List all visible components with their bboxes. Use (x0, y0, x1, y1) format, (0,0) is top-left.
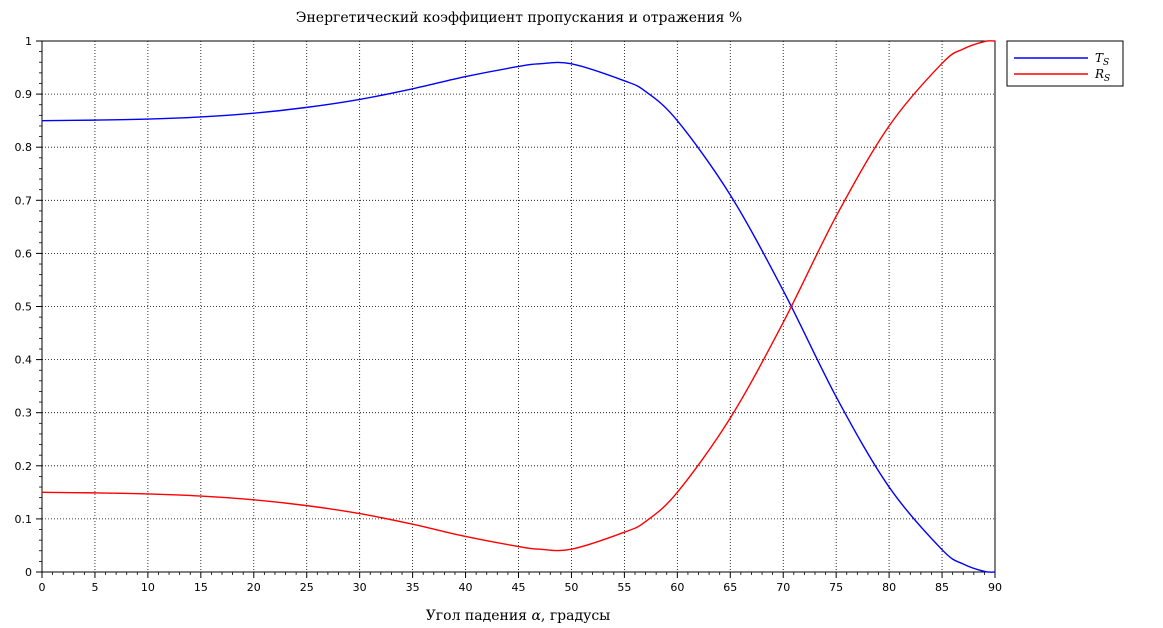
x-tick-label: 75 (829, 581, 843, 594)
y-tick-label: 0.8 (15, 141, 33, 154)
x-tick-label: 15 (194, 581, 208, 594)
x-axis-label-prefix: Угол падения (426, 608, 532, 624)
x-tick-label: 60 (670, 581, 684, 594)
x-tick-label: 10 (141, 581, 155, 594)
y-tick-label: 0.2 (15, 460, 33, 473)
legend-label-ts: TS (1095, 51, 1109, 68)
y-tick-label: 0.4 (15, 354, 33, 367)
series-line-rs (41, 40, 996, 552)
x-tick-label: 5 (91, 581, 98, 594)
x-tick-label: 0 (39, 581, 46, 594)
grid (42, 41, 995, 572)
legend-label-rs: RS (1094, 67, 1110, 84)
x-tick-label: 30 (353, 581, 367, 594)
y-tick-label: 0.3 (15, 407, 33, 420)
axis-ticks: 0 5 10 15 20 25 30 35 40 45 50 55 60 65 70 75 80 85 90 0 0.1… (15, 35, 1003, 594)
x-tick-label: 20 (247, 581, 261, 594)
x-tick-label: 80 (882, 581, 896, 594)
y-tick-label: 0.6 (15, 247, 33, 260)
x-tick-label: 45 (512, 581, 526, 594)
x-axis-label: Угол падения α, градусы (426, 608, 611, 624)
y-tick-label: 0.7 (15, 194, 33, 207)
y-tick-label: 0.9 (15, 88, 33, 101)
series-line-ts (41, 61, 996, 573)
x-tick-label: 35 (406, 581, 420, 594)
x-axis-label-suffix: , градусы (541, 608, 610, 624)
legend-box (1006, 40, 1124, 87)
x-tick-label: 55 (617, 581, 631, 594)
x-tick-label: 40 (459, 581, 473, 594)
x-tick-label: 85 (935, 581, 949, 594)
y-tick-label: 0.1 (15, 513, 33, 526)
x-tick-label: 50 (564, 581, 578, 594)
series-layer (41, 40, 996, 573)
legend: TS RS (1006, 40, 1124, 87)
x-tick-label: 90 (988, 581, 1002, 594)
x-tick-label: 70 (776, 581, 790, 594)
x-axis-label-symbol: α (531, 608, 541, 624)
x-tick-label: 65 (723, 581, 737, 594)
y-tick-label: 0 (25, 566, 32, 579)
x-tick-label: 25 (300, 581, 314, 594)
chart-title: Энергетический коэффициент пропускания и… (296, 10, 743, 26)
y-tick-label: 0.5 (15, 301, 33, 314)
y-tick-label: 1 (25, 35, 32, 48)
